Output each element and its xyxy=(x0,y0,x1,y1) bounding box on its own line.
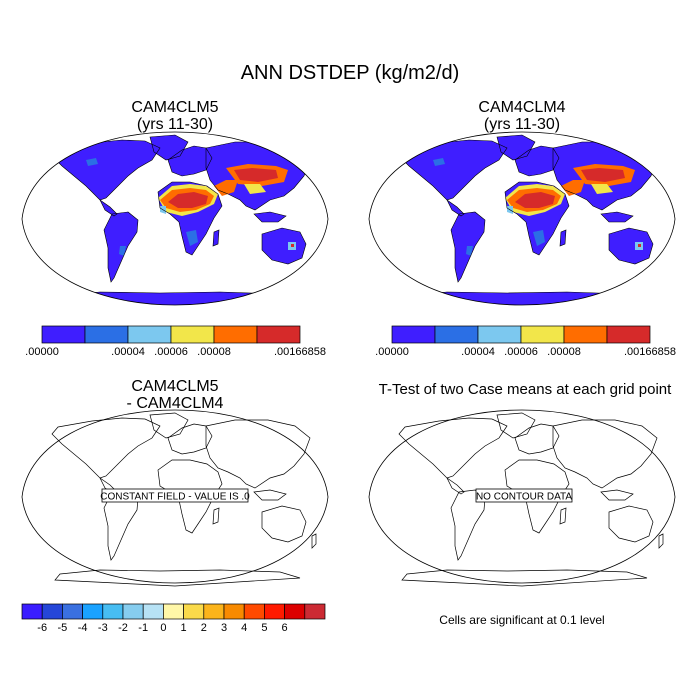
message-box-bottom-left: CONSTANT FIELD - VALUE IS .0 xyxy=(100,488,250,503)
significance-note: Cells are significant at 0.1 level xyxy=(439,613,605,627)
colorbar-swatch xyxy=(142,603,164,620)
colorbar-swatch xyxy=(84,325,129,344)
colorbar-label: 4 xyxy=(241,622,247,634)
panel-title-bottom-left: CAM4CLM5 - CAM4CLM4 xyxy=(25,378,325,412)
colorbar-label: .00166858 xyxy=(624,346,676,358)
colorbar-swatch xyxy=(223,603,245,620)
colorbar-swatch xyxy=(82,603,104,620)
colorbar-label: .00008 xyxy=(197,346,231,358)
colorbar-swatch xyxy=(213,325,258,344)
colorbar-label: 2 xyxy=(201,622,207,634)
colorbar-difference: -6 -5 -4 -3 -2 -1 0 1 2 3 4 5 6 xyxy=(21,603,326,634)
colorbar-swatch xyxy=(477,325,522,344)
colorbar-top-right: .00000 .00004 .00006 .00008 .00166858 xyxy=(375,325,676,358)
message-text: NO CONTOUR DATA xyxy=(476,492,572,503)
colorbar-label: .00000 xyxy=(25,346,59,358)
colorbar-swatch xyxy=(256,325,301,344)
colorbar-swatch xyxy=(520,325,565,344)
colorbar-label: -1 xyxy=(138,622,148,634)
panel-title-bottom-right: T-Test of two Case means at each grid po… xyxy=(378,381,672,398)
map-top-left xyxy=(21,131,329,306)
colorbar-swatch xyxy=(41,325,86,344)
panel-title-top-left: CAM4CLM5 (yrs 11-30) xyxy=(25,99,325,133)
colorbar-label: .00004 xyxy=(461,346,495,358)
colorbar-label: .00166858 xyxy=(274,346,326,358)
map-top-right xyxy=(368,131,676,306)
panel-title-line2: - CAM4CLM4 xyxy=(126,395,224,412)
colorbar-label: -2 xyxy=(118,622,128,634)
colorbar-label: 5 xyxy=(261,622,267,634)
colorbar-swatch xyxy=(434,325,479,344)
colorbar-label: .00006 xyxy=(154,346,188,358)
panel-title-line1: CAM4CLM5 xyxy=(131,99,219,116)
message-text: CONSTANT FIELD - VALUE IS .0 xyxy=(100,492,250,503)
colorbar-swatch xyxy=(243,603,265,620)
panel-title-line2: (yrs 11-30) xyxy=(136,116,214,133)
colorbar-swatch xyxy=(284,603,306,620)
message-box-bottom-right: NO CONTOUR DATA xyxy=(475,488,573,503)
colorbar-swatch xyxy=(203,603,225,620)
colorbar-swatch xyxy=(563,325,608,344)
colorbar-top-left: .00000 .00004 .00006 .00008 .00166858 xyxy=(25,325,326,358)
main-title: ANN DSTDEP (kg/m2/d) xyxy=(240,62,460,84)
colorbar-label: 6 xyxy=(282,622,288,634)
colorbar-label: 3 xyxy=(221,622,227,634)
colorbar-swatch xyxy=(183,603,205,620)
colorbar-swatch xyxy=(163,603,184,620)
colorbar-swatch xyxy=(606,325,651,344)
colorbar-label: .00004 xyxy=(111,346,145,358)
colorbar-swatch xyxy=(264,603,285,620)
colorbar-label: 0 xyxy=(160,622,166,634)
colorbar-swatch xyxy=(21,603,43,620)
panel-title-line1: CAM4CLM5 xyxy=(131,378,219,395)
colorbar-swatch xyxy=(102,603,124,620)
colorbar-label: -3 xyxy=(98,622,108,634)
panel-title-line2: (yrs 11-30) xyxy=(483,116,561,133)
colorbar-label: .00006 xyxy=(504,346,538,358)
colorbar-swatch xyxy=(391,325,436,344)
colorbar-label: -5 xyxy=(58,622,68,634)
colorbar-swatch xyxy=(41,603,63,620)
colorbar-swatch xyxy=(62,603,83,620)
panel-title-top-right: CAM4CLM4 (yrs 11-30) xyxy=(372,99,672,133)
panel-title-line1: CAM4CLM4 xyxy=(478,99,566,116)
colorbar-swatch xyxy=(170,325,215,344)
colorbar-label: -6 xyxy=(37,622,47,634)
colorbar-label: 1 xyxy=(181,622,187,634)
colorbar-label: -4 xyxy=(78,622,88,634)
colorbar-swatch xyxy=(127,325,172,344)
colorbar-swatch xyxy=(304,603,326,620)
colorbar-label: .00000 xyxy=(375,346,409,358)
colorbar-label: .00008 xyxy=(547,346,581,358)
colorbar-swatch xyxy=(122,603,144,620)
